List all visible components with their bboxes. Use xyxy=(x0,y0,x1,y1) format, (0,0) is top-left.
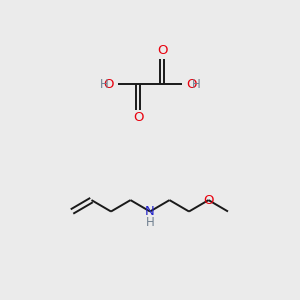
Text: H: H xyxy=(146,216,154,230)
Text: H: H xyxy=(100,77,108,91)
Text: H: H xyxy=(192,77,200,91)
Text: O: O xyxy=(133,111,143,124)
Text: N: N xyxy=(145,205,155,218)
Text: O: O xyxy=(203,194,214,207)
Text: O: O xyxy=(104,77,114,91)
Text: O: O xyxy=(157,44,167,57)
Text: O: O xyxy=(186,77,196,91)
